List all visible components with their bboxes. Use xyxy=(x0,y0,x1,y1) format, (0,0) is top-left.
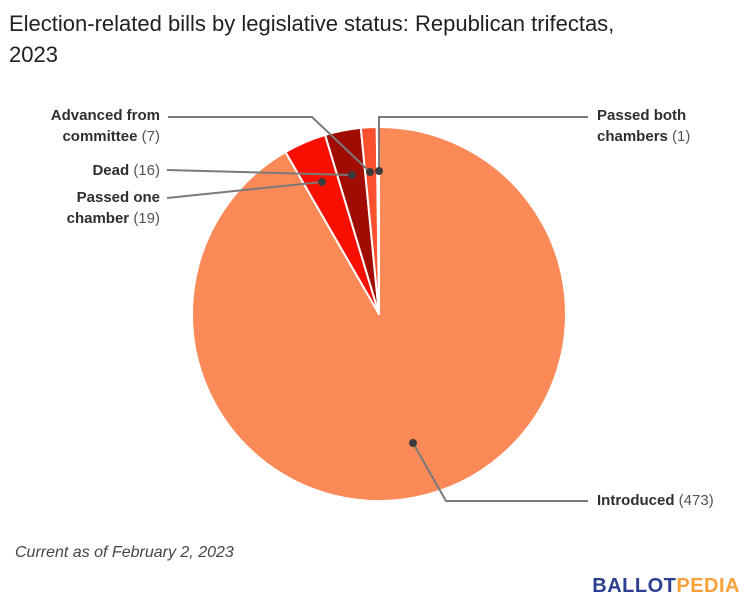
label-introduced: Introduced (473) xyxy=(597,490,756,511)
callout-dot-advanced-from-committee xyxy=(366,168,374,176)
label-introduced-count: (473) xyxy=(678,492,714,509)
leader-line-dead xyxy=(166,169,353,176)
leader-line-advanced-from-committee xyxy=(168,116,371,173)
leader-line-passed-one-chamber xyxy=(166,181,323,199)
label-passed-both-chambers-name: Passed both chambers xyxy=(597,107,687,145)
label-advanced-from-committee-count: (7) xyxy=(141,128,160,145)
callout-leaders xyxy=(166,116,588,502)
callout-dot-introduced xyxy=(409,439,417,447)
logo-ballot-text: BALLOT xyxy=(592,575,677,597)
label-passed-one-chamber: Passed one chamber (19) xyxy=(42,187,160,229)
footnote-current-as-of: Current as of February 2, 2023 xyxy=(15,544,234,561)
label-passed-one-chamber-name: Passed one chamber xyxy=(66,189,160,227)
callout-dot-passed-one-chamber xyxy=(318,178,326,186)
label-passed-both-chambers-count: (1) xyxy=(672,128,691,145)
callout-dot-dead xyxy=(348,171,356,179)
callout-dot-passed-both-chambers xyxy=(375,167,383,175)
logo-pedia-text: PEDIA xyxy=(676,575,740,597)
ballotpedia-logo: BALLOTPEDIA xyxy=(592,575,740,598)
label-dead-count: (16) xyxy=(133,162,160,179)
label-introduced-name: Introduced xyxy=(597,492,675,509)
chart-title: Election-related bills by legislative st… xyxy=(9,11,615,67)
label-passed-one-chamber-count: (19) xyxy=(133,210,160,227)
label-dead: Dead (16) xyxy=(42,160,160,181)
leader-line-introduced xyxy=(412,442,588,502)
label-dead-name: Dead xyxy=(92,162,130,179)
label-passed-both-chambers: Passed both chambers (1) xyxy=(597,105,727,147)
label-advanced-from-committee-name: Advanced from committee xyxy=(50,107,160,145)
leader-line-passed-both-chambers xyxy=(378,116,588,171)
pie-slices xyxy=(191,125,567,502)
label-advanced-from-committee: Advanced from committee (7) xyxy=(42,105,160,147)
